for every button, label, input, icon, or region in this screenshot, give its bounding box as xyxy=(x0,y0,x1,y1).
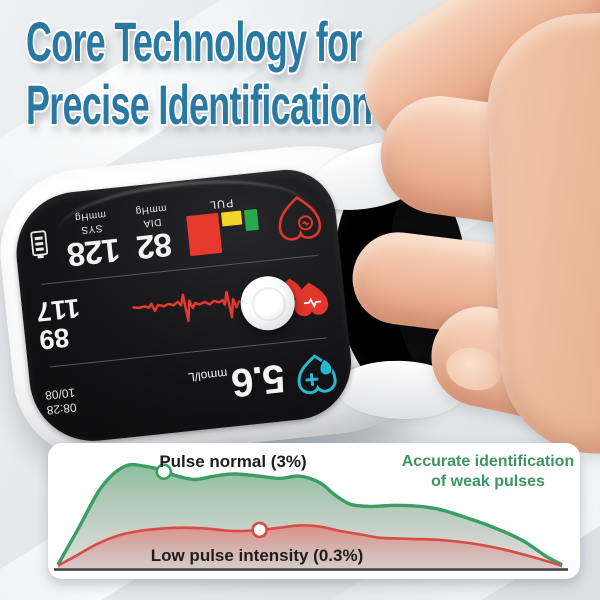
line-series-0 xyxy=(56,462,563,567)
bp-row: PUL 82 DIA mmHg 128 SYS mmHg xyxy=(11,175,339,286)
battery-icon xyxy=(30,230,49,259)
line-series-1 xyxy=(57,524,563,568)
oximeter-device: PUL 82 DIA mmHg 128 SYS mmHg xyxy=(0,125,477,471)
date-value: 10/08 xyxy=(44,384,76,402)
glucose-unit: mmol/L xyxy=(187,366,228,385)
label-low-pulse-intensity: Low pulse intensity (0.3%) xyxy=(151,546,364,565)
blood-pressure-heart-icon xyxy=(278,196,322,241)
pulse-chart: Pulse normal (3%) Low pulse intensity (0… xyxy=(54,452,574,571)
title-line-2: Precise Identification xyxy=(26,73,373,136)
marker-series-1 xyxy=(251,521,268,539)
datetime-block: 08:28 10/08 xyxy=(44,383,77,418)
pulse-chart-card: Pulse normal (3%) Low pulse intensity (0… xyxy=(48,443,580,579)
glucose-value: 5.6 xyxy=(229,355,287,405)
pulse-upper-value: 89 xyxy=(37,322,71,356)
pulse-values: 89 117 xyxy=(34,292,84,356)
label-pulse-normal: Pulse normal (3%) xyxy=(159,452,306,471)
title-line-1: Core Technology for xyxy=(26,10,362,73)
glucose-heart-drop-icon xyxy=(297,353,337,394)
annotation-line-1: Accurate identification xyxy=(402,453,574,470)
marker-series-0 xyxy=(155,463,173,481)
chart-curves xyxy=(56,462,563,568)
page-title: Core Technology for Precise Identificati… xyxy=(26,10,373,136)
glucose-row: 5.6 mmol/L 08:28 10/08 xyxy=(28,336,355,438)
area-series-1 xyxy=(58,525,562,568)
pulse-lower-value: 117 xyxy=(34,292,82,328)
annotation-line-2: of weak pulses xyxy=(431,473,545,490)
glucose-block: 5.6 mmol/L xyxy=(187,354,287,409)
